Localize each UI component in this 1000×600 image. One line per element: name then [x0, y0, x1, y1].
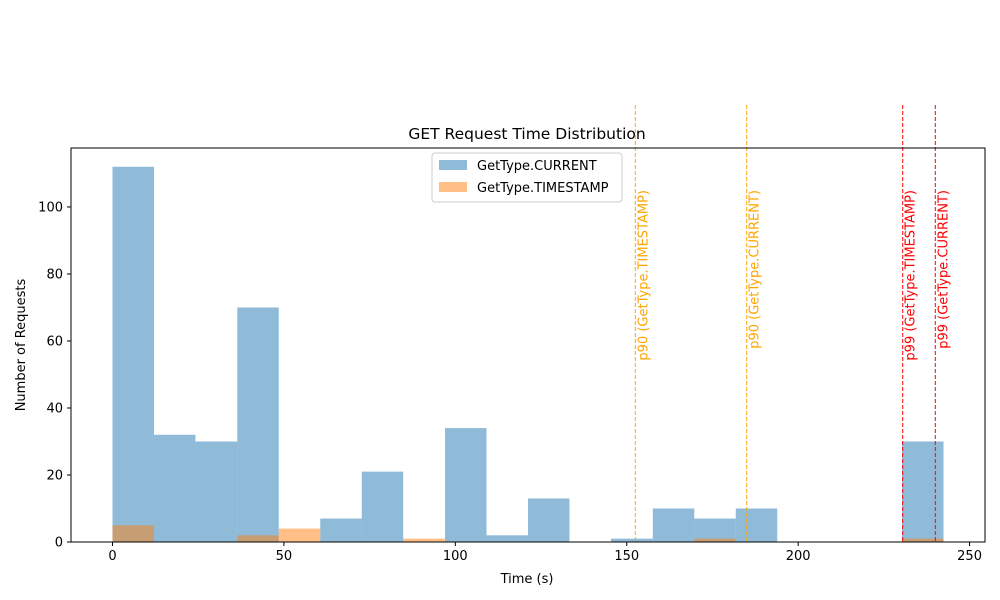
bar-timestamp-4: [278, 528, 321, 542]
bar-current-15: [735, 508, 778, 542]
y-tick-label-3: 60: [46, 334, 63, 349]
y-axis-ticks: 0 20 40 60 80 100: [38, 200, 71, 551]
reference-line-label-3: p99 (GetType.CURRENT): [936, 190, 951, 349]
bar-current-2: [195, 441, 238, 542]
bar-current-19: [902, 441, 944, 542]
y-axis-label: Number of Requests: [14, 278, 29, 411]
y-tick-label-2: 40: [46, 401, 63, 416]
x-tick-label-4: 200: [786, 549, 811, 564]
y-tick-label-4: 80: [46, 267, 63, 282]
bar-current-12: [610, 538, 653, 542]
reference-lines-layer: p90 (GetType.TIMESTAMP) p90 (GetType.CURR…: [634, 105, 951, 542]
legend-box: [431, 152, 623, 203]
bar-timestamp-7: [403, 538, 446, 542]
reference-line-label-1: p90 (GetType.CURRENT): [748, 190, 763, 349]
bar-current-8: [445, 428, 487, 542]
legend-swatch-current: [439, 160, 467, 170]
bars-layer: [112, 166, 944, 542]
bar-current-13: [652, 508, 695, 542]
bar-current-9: [486, 535, 528, 542]
x-tick-label-0: 0: [108, 549, 116, 564]
bar-current-5: [320, 518, 362, 542]
y-tick-label-1: 20: [46, 468, 63, 483]
plot-frame: [70, 147, 986, 543]
bar-current-1: [153, 434, 196, 542]
bar-timestamp-19: [902, 538, 944, 542]
x-tick-label-1: 50: [276, 549, 293, 564]
legend: GetType.CURRENT GetType.TIMESTAMP: [431, 152, 623, 203]
x-tick-label-5: 250: [957, 549, 982, 564]
bar-timestamp-0: [112, 525, 154, 542]
bar-current-10: [528, 498, 570, 542]
bar-current-14: [694, 518, 736, 542]
bar-timestamp-14: [694, 538, 736, 542]
reference-line-label-0: p90 (GetType.TIMESTAMP): [636, 190, 651, 361]
bar-current-0: [112, 166, 154, 542]
x-axis-ticks: 0 50 100 150 200 250: [108, 542, 982, 564]
legend-label-timestamp: GetType.TIMESTAMP: [477, 181, 609, 196]
x-axis-label: Time (s): [500, 572, 554, 587]
legend-swatch-timestamp: [439, 182, 467, 192]
y-tick-label-5: 100: [38, 200, 63, 215]
bar-current-6: [361, 471, 404, 542]
y-tick-label-0: 0: [55, 536, 63, 551]
bar-timestamp-3: [237, 535, 279, 542]
x-tick-label-3: 150: [614, 549, 639, 564]
legend-label-current: GetType.CURRENT: [477, 159, 597, 174]
bar-current-3: [237, 307, 279, 542]
reference-line-label-2: p99 (GetType.TIMESTAMP): [904, 190, 919, 361]
x-tick-label-2: 100: [443, 549, 468, 564]
chart-title: GET Request Time Distribution: [408, 125, 645, 143]
